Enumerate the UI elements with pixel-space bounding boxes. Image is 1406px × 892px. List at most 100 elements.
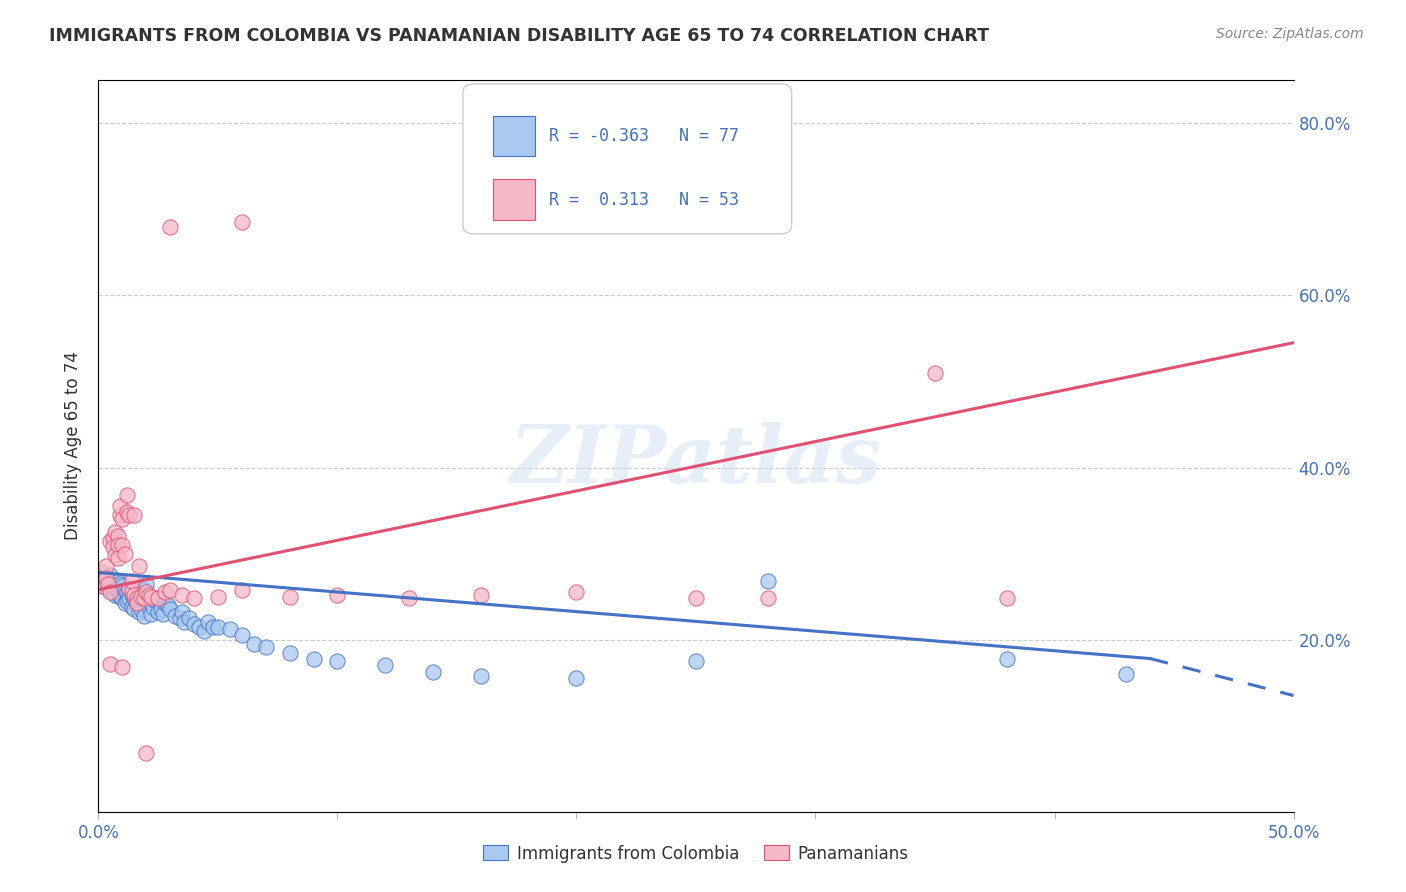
Point [155, 585, 177, 599]
Point [121, 599, 143, 614]
Point [115, 488, 138, 502]
Point [135, 576, 157, 591]
Point [187, 620, 209, 634]
Point [124, 591, 146, 606]
Point [91, 574, 114, 588]
Point [121, 582, 143, 597]
Point [756, 574, 779, 588]
Point [118, 508, 141, 522]
Point [118, 591, 141, 606]
Point [125, 597, 148, 611]
Point [98, 657, 122, 671]
Point [111, 591, 134, 606]
Point [231, 628, 253, 642]
Point [422, 665, 444, 680]
Point [135, 585, 157, 599]
Point [111, 579, 134, 593]
Point [101, 576, 124, 591]
Point [94, 571, 117, 585]
Point [94, 559, 117, 574]
Point [138, 591, 160, 606]
Point [197, 615, 219, 630]
FancyBboxPatch shape [494, 116, 534, 156]
Point [107, 582, 129, 597]
FancyBboxPatch shape [463, 84, 792, 234]
Point [128, 605, 150, 619]
Point [114, 597, 136, 611]
Point [179, 611, 201, 625]
Point [108, 590, 131, 604]
Point [108, 508, 131, 522]
Point [145, 594, 167, 608]
Point [995, 591, 1018, 606]
Point [125, 588, 148, 602]
Point [132, 591, 155, 606]
Text: Source: ZipAtlas.com: Source: ZipAtlas.com [1216, 27, 1364, 41]
Point [138, 599, 160, 614]
Point [125, 597, 148, 611]
Point [1115, 667, 1137, 681]
Text: R = -0.363   N = 77: R = -0.363 N = 77 [548, 127, 740, 145]
Point [98, 568, 122, 582]
Point [159, 582, 181, 597]
Point [231, 582, 253, 597]
Point [565, 671, 588, 685]
Point [756, 591, 779, 606]
Point [924, 366, 946, 380]
Point [118, 582, 141, 597]
Text: R =  0.313   N = 53: R = 0.313 N = 53 [548, 191, 740, 209]
Point [124, 602, 146, 616]
Point [91, 579, 114, 593]
Point [219, 622, 242, 636]
Point [128, 559, 150, 574]
Point [115, 594, 138, 608]
Point [104, 549, 127, 563]
Point [101, 531, 124, 545]
Point [97, 581, 120, 595]
Point [243, 637, 266, 651]
Point [155, 597, 177, 611]
Point [108, 576, 131, 591]
Point [91, 579, 114, 593]
Point [139, 607, 162, 621]
Point [101, 540, 124, 554]
Point [108, 500, 131, 514]
Point [254, 640, 277, 654]
Legend: Immigrants from Colombia, Panamanians: Immigrants from Colombia, Panamanians [477, 838, 915, 869]
Point [159, 602, 181, 616]
Point [148, 591, 170, 606]
Point [94, 576, 117, 591]
Point [326, 654, 349, 668]
Point [374, 658, 396, 673]
Point [148, 591, 170, 606]
Point [231, 215, 253, 229]
Point [131, 590, 153, 604]
Point [104, 581, 127, 595]
Point [183, 617, 205, 632]
Point [565, 585, 588, 599]
Point [114, 582, 136, 597]
Point [159, 219, 181, 234]
Point [139, 590, 162, 604]
Point [398, 591, 420, 606]
Point [107, 550, 129, 565]
Point [148, 605, 170, 619]
Point [172, 605, 194, 619]
Point [101, 585, 124, 599]
Point [97, 576, 120, 591]
Point [111, 660, 134, 674]
Point [169, 611, 191, 625]
Point [685, 654, 707, 668]
Point [111, 512, 134, 526]
Point [115, 505, 138, 519]
Point [470, 669, 492, 683]
Point [107, 574, 129, 588]
Point [98, 585, 122, 599]
Point [97, 574, 120, 588]
Point [207, 620, 229, 634]
Point [278, 646, 301, 660]
Point [278, 590, 301, 604]
Point [172, 588, 194, 602]
Point [104, 524, 127, 539]
Text: ZIPatlas: ZIPatlas [510, 422, 882, 500]
